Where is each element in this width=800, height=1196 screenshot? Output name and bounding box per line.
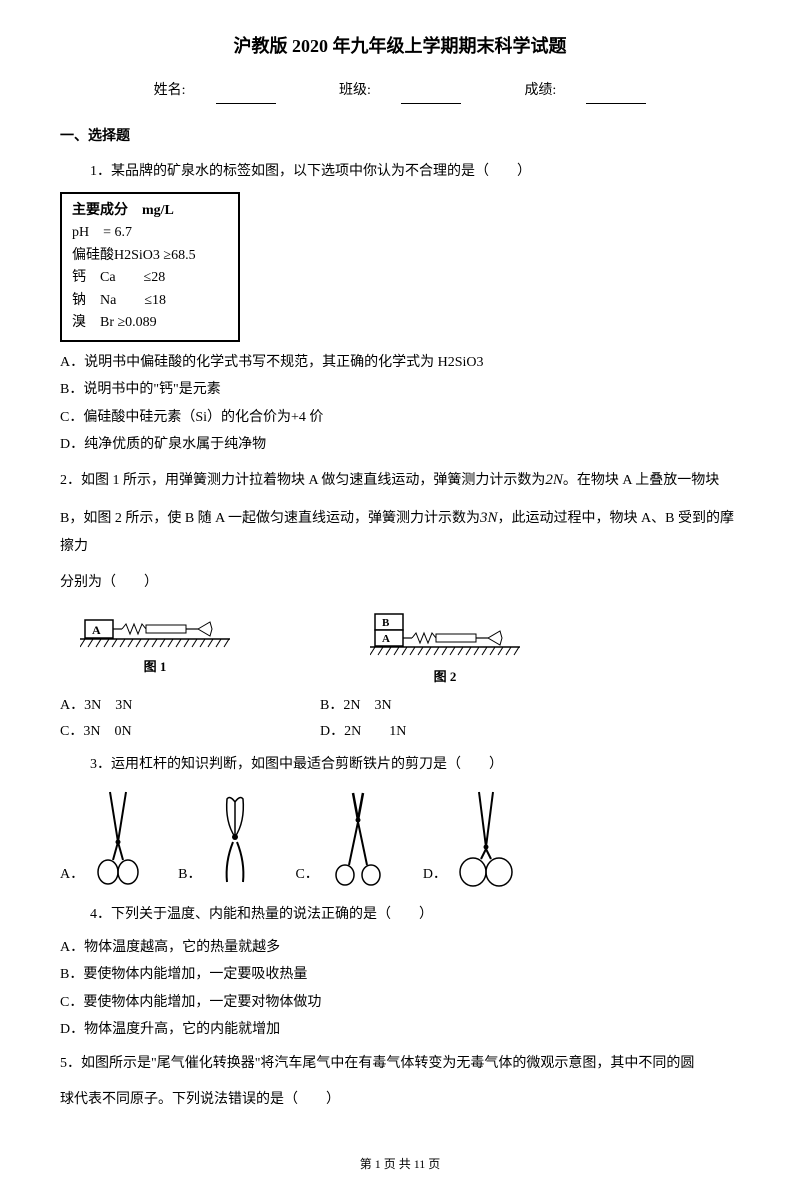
q2-2n: 2N xyxy=(545,472,563,488)
fig2-label: 图 2 xyxy=(434,665,457,688)
q1-option-b: B．说明书中的"钙"是元素 xyxy=(60,377,740,402)
spring-diagram-1: A xyxy=(80,612,230,652)
box-line-6: 溴 Br ≥0.089 xyxy=(72,312,228,334)
q4-option-d: D．物体温度升高，它的内能就增加 xyxy=(60,1017,740,1042)
class-label: 班级: xyxy=(324,83,476,98)
box-line-2: pH = 6.7 xyxy=(72,222,228,244)
question-2: 2．如图 1 所示，用弹簧测力计拉着物块 A 做匀速直线运动，弹簧测力计示数为2… xyxy=(60,465,740,495)
question-3: 3．运用杠杆的知识判断，如图中最适合剪断铁片的剪刀是（ ） xyxy=(90,752,740,777)
q4-text: 下列关于温度、内能和热量的说法正确的是（ ） xyxy=(111,907,433,922)
q4-num: 4． xyxy=(90,907,111,922)
q2-options: A．3N 3N B．2N 3N C．3N 0N D．2N 1N xyxy=(60,693,740,743)
q1-text: 某品牌的矿泉水的标签如图，以下选项中你认为不合理的是（ ） xyxy=(111,164,531,179)
question-1: 1．某品牌的矿泉水的标签如图，以下选项中你认为不合理的是（ ） xyxy=(90,159,740,184)
scissors-options: A． B． C． xyxy=(60,787,740,887)
q3-label-b: B． xyxy=(178,862,201,887)
name-label: 姓名: xyxy=(139,83,291,98)
q5-num: 5． xyxy=(60,1056,81,1071)
q5-text-a: 如图所示是"尾气催化转换器"将汽车尾气中在有毒气体转变为无毒气体的微观示意图，其… xyxy=(81,1056,694,1071)
box-line-4: 钙 Ca ≤28 xyxy=(72,267,228,289)
box-line-1: 主要成分 mg/L xyxy=(72,200,228,222)
q2-option-c: C．3N 0N xyxy=(60,719,320,744)
q1-num: 1． xyxy=(90,164,111,179)
q1-options: A．说明书中偏硅酸的化学式书写不规范，其正确的化学式为 H2SiO3 B．说明书… xyxy=(60,350,740,457)
q4-option-c: C．要使物体内能增加，一定要对物体做功 xyxy=(60,990,740,1015)
q5-text-b-row: 球代表不同原子。下列说法错误的是（ ） xyxy=(60,1086,740,1114)
physics-diagrams: A 图 1 B A 图 2 xyxy=(80,612,740,688)
q2-num: 2． xyxy=(60,473,81,488)
scissor-d: D． xyxy=(423,787,521,887)
question-5: 5．如图所示是"尾气催化转换器"将汽车尾气中在有毒气体转变为无毒气体的微观示意图… xyxy=(60,1050,740,1078)
q2-text-c-row: B，如图 2 所示，使 B 随 A 一起做匀速直线运动，弹簧测力计示数为3N，此… xyxy=(60,503,740,561)
mineral-water-label-box: 主要成分 mg/L pH = 6.7 偏硅酸H2SiO3 ≥68.5 钙 Ca … xyxy=(60,192,240,342)
score-label: 成绩: xyxy=(509,83,661,98)
q4-options: A．物体温度越高，它的热量就越多 B．要使物体内能增加，一定要吸收热量 C．要使… xyxy=(60,935,740,1042)
q4-option-a: A．物体温度越高，它的热量就越多 xyxy=(60,935,740,960)
q3-label-d: D． xyxy=(423,862,447,887)
scissor-c-icon xyxy=(323,787,393,887)
q2-text-c: B，如图 2 所示，使 B 随 A 一起做匀速直线运动，弹簧测力计示数为 xyxy=(60,511,480,526)
q1-option-c: C．偏硅酸中硅元素（Si）的化合价为+4 价 xyxy=(60,405,740,430)
q2-option-b: B．2N 3N xyxy=(320,693,580,718)
svg-text:A: A xyxy=(382,633,390,645)
q2-text-a: 如图 1 所示，用弹簧测力计拉着物块 A 做匀速直线运动，弹簧测力计示数为 xyxy=(81,473,545,488)
q2-option-d: D．2N 1N xyxy=(320,719,580,744)
q2-text-b: 。在物块 A 上叠放一物块 xyxy=(563,473,719,488)
q1-option-a: A．说明书中偏硅酸的化学式书写不规范，其正确的化学式为 H2SiO3 xyxy=(60,350,740,375)
fig1-label: 图 1 xyxy=(144,655,167,678)
scissor-a: A． xyxy=(60,787,148,887)
q2-text-e-row: 分别为（ ） xyxy=(60,569,740,597)
q3-label-c: C． xyxy=(295,862,318,887)
q3-text: 运用杠杆的知识判断，如图中最适合剪断铁片的剪刀是（ ） xyxy=(111,757,503,772)
spring-diagram-2: B A xyxy=(370,612,520,662)
box-line-5: 钠 Na ≤18 xyxy=(72,290,228,312)
box-line-3: 偏硅酸H2SiO3 ≥68.5 xyxy=(72,245,228,267)
scissor-a-icon xyxy=(88,787,148,887)
q1-option-d: D．纯净优质的矿泉水属于纯净物 xyxy=(60,432,740,457)
figure-2: B A 图 2 xyxy=(370,612,520,688)
info-row: 姓名: 班级: 成绩: xyxy=(60,78,740,103)
q4-option-b: B．要使物体内能增加，一定要吸收热量 xyxy=(60,962,740,987)
svg-text:B: B xyxy=(382,617,390,629)
q3-label-a: A． xyxy=(60,862,84,887)
scissor-d-icon xyxy=(451,787,521,887)
q2-option-a: A．3N 3N xyxy=(60,693,320,718)
svg-text:A: A xyxy=(92,623,101,637)
q3-num: 3． xyxy=(90,757,111,772)
figure-1: A 图 1 xyxy=(80,612,230,688)
scissor-b: B． xyxy=(178,787,265,887)
q2-3n: 3N xyxy=(480,510,498,526)
question-4: 4．下列关于温度、内能和热量的说法正确的是（ ） xyxy=(90,902,740,927)
page-footer: 第 1 页 共 11 页 xyxy=(60,1154,740,1176)
page-title: 沪教版 2020 年九年级上学期期末科学试题 xyxy=(60,30,740,62)
section-1-title: 一、选择题 xyxy=(60,124,740,149)
scissor-b-icon xyxy=(205,787,265,887)
scissor-c: C． xyxy=(295,787,392,887)
